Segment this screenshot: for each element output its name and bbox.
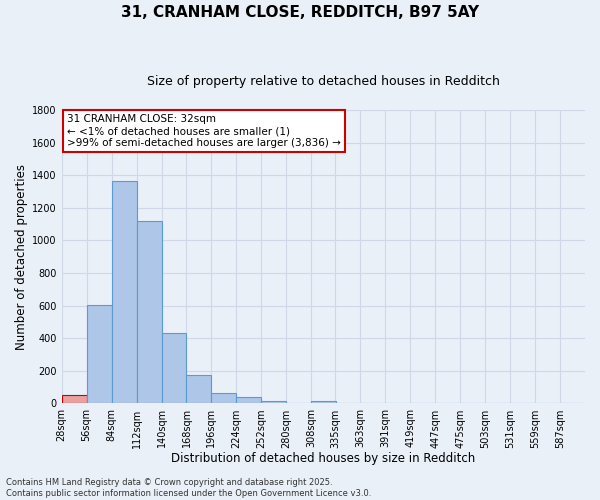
- Bar: [311, 401, 336, 404]
- Bar: [137, 221, 161, 404]
- Text: 31 CRANHAM CLOSE: 32sqm
← <1% of detached houses are smaller (1)
>99% of semi-de: 31 CRANHAM CLOSE: 32sqm ← <1% of detache…: [67, 114, 341, 148]
- Text: 31, CRANHAM CLOSE, REDDITCH, B97 5AY: 31, CRANHAM CLOSE, REDDITCH, B97 5AY: [121, 5, 479, 20]
- Bar: [161, 334, 187, 404]
- Bar: [236, 397, 262, 404]
- Title: Size of property relative to detached houses in Redditch: Size of property relative to detached ho…: [147, 75, 500, 88]
- X-axis label: Distribution of detached houses by size in Redditch: Distribution of detached houses by size …: [171, 452, 475, 465]
- Bar: [112, 180, 137, 404]
- Bar: [187, 375, 211, 404]
- Bar: [86, 305, 112, 404]
- Bar: [262, 401, 286, 404]
- Y-axis label: Number of detached properties: Number of detached properties: [15, 164, 28, 350]
- Bar: [211, 393, 236, 404]
- Text: Contains HM Land Registry data © Crown copyright and database right 2025.
Contai: Contains HM Land Registry data © Crown c…: [6, 478, 371, 498]
- Bar: [62, 396, 86, 404]
